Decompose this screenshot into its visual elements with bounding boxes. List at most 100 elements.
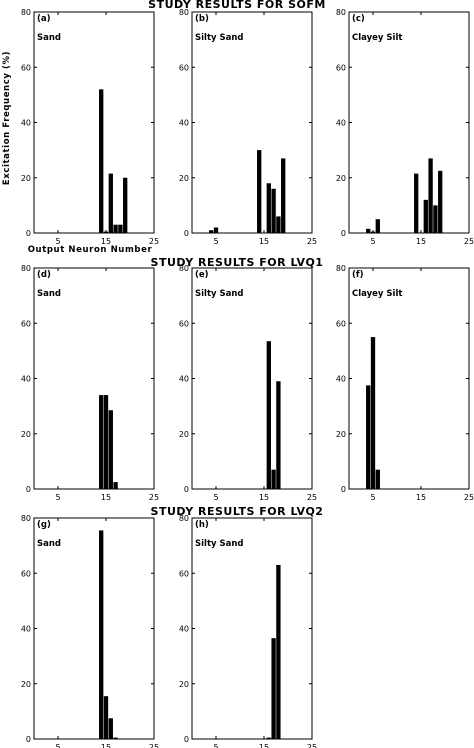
x-tick-label: 5 [370, 493, 375, 502]
y-tick-label: 40 [21, 625, 31, 634]
x-tick-label: 15 [259, 493, 269, 502]
y-tick-label: 20 [179, 680, 189, 689]
bar [209, 230, 214, 233]
x-tick-label: 15 [259, 743, 269, 748]
bar [271, 469, 276, 489]
bar [271, 188, 276, 233]
panel-tag: (f) [352, 270, 364, 280]
y-tick-label: 40 [179, 375, 189, 384]
y-tick-label: 20 [21, 174, 31, 183]
x-tick-label: 25 [464, 237, 474, 246]
y-tick-label: 40 [21, 375, 31, 384]
plot-frame [33, 517, 155, 740]
y-tick-label: 80 [336, 8, 346, 17]
y-tick-label: 20 [336, 430, 346, 439]
x-tick-label: 25 [307, 493, 317, 502]
soil-type-label: Silty Sand [195, 289, 244, 299]
x-tick-label: 15 [101, 237, 111, 246]
y-tick-label: 0 [341, 485, 346, 494]
y-tick-label: 60 [336, 319, 346, 328]
plot-frame [191, 11, 313, 234]
section-title-sofm: STUDY RESULTS FOR SOFM [148, 0, 326, 11]
bar [99, 530, 104, 739]
chart-panel: 0 20 40 60 80 5 15 25 (e) Silty Sand [179, 264, 317, 502]
plot-frame [191, 267, 313, 490]
x-tick-label: 25 [149, 237, 159, 246]
x-tick-label: 5 [55, 493, 60, 502]
bar [271, 638, 276, 739]
bar [366, 385, 371, 489]
x-tick-label: 15 [416, 493, 426, 502]
bar [438, 170, 443, 233]
x-tick-label: 5 [55, 743, 60, 748]
y-tick-label: 0 [26, 485, 31, 494]
x-tick-label: 25 [307, 743, 317, 748]
soil-type-label: Sand [37, 289, 61, 299]
panels: 0 20 40 60 80 5 15 25 (a) Sand 0 20 40 60 80 5 15 25 (b) Si… [21, 8, 474, 748]
chart-panel: 0 20 40 60 80 5 15 25 (g) Sand [21, 514, 159, 748]
bar [113, 482, 118, 489]
soil-type-label: Sand [37, 33, 61, 43]
y-tick-label: 40 [179, 625, 189, 634]
bar [108, 410, 113, 489]
chart-panel: 0 20 40 60 80 5 15 25 (a) Sand [21, 8, 159, 246]
bar [123, 177, 128, 233]
y-tick-label: 20 [21, 430, 31, 439]
y-tick-label: 0 [184, 485, 189, 494]
bar [108, 173, 113, 233]
y-tick-label: 80 [179, 8, 189, 17]
soil-type-label: Silty Sand [195, 33, 244, 43]
y-tick-label: 80 [336, 264, 346, 273]
x-tick-label: 5 [213, 493, 218, 502]
plot-frame [33, 267, 155, 490]
x-tick-label: 25 [464, 493, 474, 502]
y-tick-label: 60 [21, 569, 31, 578]
section-title-lvq2: STUDY RESULTS FOR LVQ2 [151, 505, 324, 518]
bar [276, 564, 281, 739]
y-tick-label: 60 [21, 319, 31, 328]
x-axis-label: Output Neuron Number [28, 245, 153, 255]
y-tick-label: 0 [341, 229, 346, 238]
y-tick-label: 20 [336, 174, 346, 183]
bar [266, 737, 271, 739]
plot-frame [33, 11, 155, 234]
chart-panel: 0 20 40 60 80 5 15 25 (f) Clayey Silt [336, 264, 474, 502]
panel-tag: (b) [195, 14, 209, 24]
y-tick-label: 60 [336, 63, 346, 72]
soil-type-label: Silty Sand [195, 539, 244, 549]
y-tick-label: 40 [179, 119, 189, 128]
bar [99, 395, 104, 489]
bar [257, 150, 262, 233]
y-tick-label: 0 [26, 735, 31, 744]
bar [370, 231, 376, 233]
x-tick-label: 15 [101, 493, 111, 502]
y-tick-label: 40 [336, 375, 346, 384]
plot-frame [191, 517, 313, 740]
x-tick-label: 5 [213, 237, 218, 246]
x-tick-label: 15 [259, 237, 269, 246]
soil-type-label: Sand [37, 539, 61, 549]
x-tick-label: 25 [149, 743, 159, 748]
bar [108, 718, 113, 739]
x-tick-label: 5 [370, 237, 375, 246]
y-tick-label: 20 [179, 174, 189, 183]
bar [266, 341, 271, 489]
bar [118, 224, 123, 233]
y-tick-label: 80 [21, 264, 31, 273]
y-tick-label: 0 [184, 735, 189, 744]
y-tick-label: 20 [179, 430, 189, 439]
x-tick-label: 15 [101, 743, 111, 748]
y-tick-label: 0 [184, 229, 189, 238]
section-title-lvq1: STUDY RESULTS FOR LVQ1 [151, 256, 324, 269]
chart-panel: 0 20 40 60 80 5 15 25 (h) Silty Sand [179, 514, 317, 748]
bar [213, 227, 219, 233]
bar [113, 737, 118, 739]
bar [366, 228, 371, 233]
y-tick-label: 0 [26, 229, 31, 238]
chart-panel: 0 20 40 60 80 5 15 25 (b) Silty Sand [179, 8, 317, 246]
y-tick-label: 60 [21, 63, 31, 72]
y-tick-label: 40 [21, 119, 31, 128]
panel-tag: (d) [37, 270, 51, 280]
x-tick-label: 5 [55, 237, 60, 246]
